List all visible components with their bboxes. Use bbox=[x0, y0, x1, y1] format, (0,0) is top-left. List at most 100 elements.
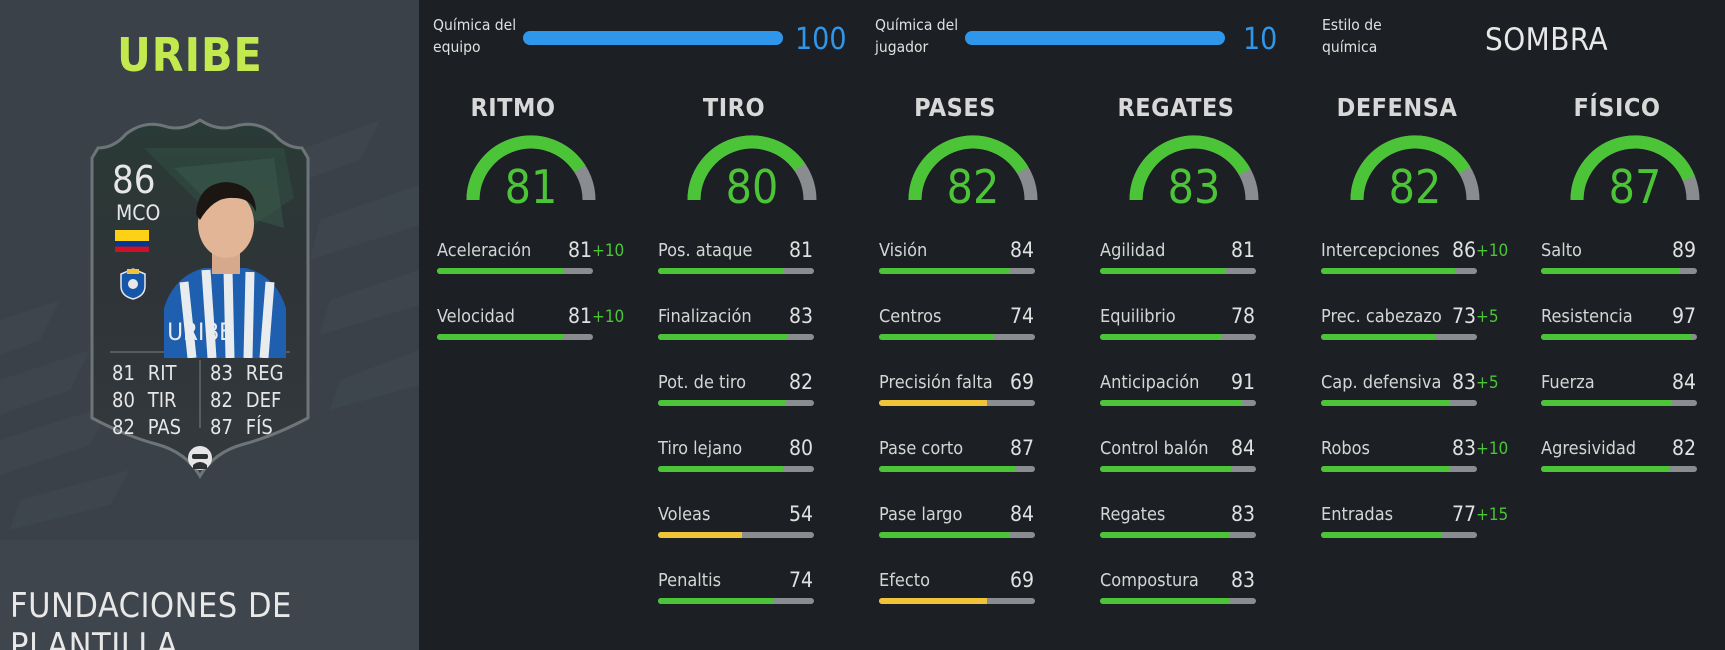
card-program-title: FUNDACIONES DE PLANTILLA bbox=[10, 586, 292, 650]
attribute-bar-fill bbox=[658, 598, 774, 604]
attribute-bar-fill bbox=[437, 334, 564, 340]
attribute-value: 83 bbox=[1452, 436, 1477, 460]
chemistry-style-value[interactable]: SOMBRA bbox=[1485, 22, 1609, 58]
shadow-style-icon bbox=[188, 446, 212, 470]
attribute-value: 69 bbox=[1010, 370, 1035, 394]
attribute-row[interactable]: Control balón 84 bbox=[1100, 436, 1260, 478]
attribute-value: 81 bbox=[789, 238, 814, 262]
attribute-label: Velocidad bbox=[437, 306, 515, 327]
group-gauge: 82 bbox=[903, 130, 1043, 214]
group-title: RITMO bbox=[470, 93, 556, 122]
attribute-row[interactable]: Penaltis 74 bbox=[658, 568, 818, 610]
attribute-row[interactable]: Agresividad 82 bbox=[1541, 436, 1701, 478]
attribute-bar-fill bbox=[1100, 334, 1222, 340]
attribute-row[interactable]: Voleas 54 bbox=[658, 502, 818, 544]
attribute-bar-fill bbox=[1100, 268, 1227, 274]
attribute-value: 83 bbox=[1452, 370, 1477, 394]
attribute-row[interactable]: Finalización 83 bbox=[658, 304, 818, 346]
attribute-label: Efecto bbox=[879, 570, 931, 591]
attribute-value: 73 bbox=[1452, 304, 1477, 328]
group-value: 81 bbox=[504, 160, 558, 214]
player-name: URIBE bbox=[117, 28, 263, 82]
attribute-bar bbox=[1321, 466, 1477, 472]
attribute-label: Intercepciones bbox=[1321, 240, 1440, 261]
attribute-bar bbox=[879, 268, 1035, 274]
chemistry-bonus: +5 bbox=[1476, 307, 1499, 327]
attribute-row[interactable]: Pot. de tiro 82 bbox=[658, 370, 818, 412]
attribute-bar bbox=[1321, 532, 1477, 538]
attribute-row[interactable]: Tiro lejano 80 bbox=[658, 436, 818, 478]
card-stat: 80 TIR bbox=[112, 388, 177, 412]
attribute-bar-fill bbox=[879, 598, 987, 604]
attribute-bar bbox=[658, 268, 814, 274]
attribute-bar-fill bbox=[1541, 466, 1669, 472]
player-card[interactable]: 86 MCO URIBE 81 RIT 80 TIR 82 PAS 83 REG… bbox=[84, 118, 316, 480]
attribute-label: Visión bbox=[879, 240, 928, 261]
attribute-row[interactable]: Pase corto 87 bbox=[879, 436, 1039, 478]
attribute-row[interactable]: Resistencia 97 bbox=[1541, 304, 1701, 346]
attribute-bar-fill bbox=[1100, 466, 1232, 472]
attribute-row[interactable]: Visión 84 bbox=[879, 238, 1039, 280]
attribute-row[interactable]: Cap. defensiva 83 +5 bbox=[1321, 370, 1499, 412]
attribute-row[interactable]: Anticipación 91 bbox=[1100, 370, 1260, 412]
attribute-row[interactable]: Efecto 69 bbox=[879, 568, 1039, 610]
attribute-row[interactable]: Regates 83 bbox=[1100, 502, 1260, 544]
attribute-row[interactable]: Pos. ataque 81 bbox=[658, 238, 818, 280]
attribute-row[interactable]: Compostura 83 bbox=[1100, 568, 1260, 610]
attribute-value: 80 bbox=[789, 436, 814, 460]
attribute-row[interactable]: Intercepciones 86 +10 bbox=[1321, 238, 1508, 280]
attribute-bar bbox=[1100, 466, 1256, 472]
chemistry-style-label: Estilo de química bbox=[1322, 16, 1382, 56]
attribute-label: Pase corto bbox=[879, 438, 964, 459]
attribute-value: 81 bbox=[568, 304, 593, 328]
attribute-row[interactable]: Fuerza 84 bbox=[1541, 370, 1701, 412]
chemistry-bonus: +10 bbox=[1476, 241, 1509, 261]
player-panel: URIBE 86 MCO bbox=[0, 0, 419, 650]
attribute-label: Resistencia bbox=[1541, 306, 1633, 327]
colombia-flag-icon bbox=[115, 230, 149, 252]
attribute-label: Pot. de tiro bbox=[658, 372, 747, 393]
attribute-label: Cap. defensiva bbox=[1321, 372, 1442, 393]
attribute-value: 83 bbox=[789, 304, 814, 328]
attribute-value: 81 bbox=[568, 238, 593, 262]
attribute-row[interactable]: Pase largo 84 bbox=[879, 502, 1039, 544]
attribute-row[interactable]: Precisión falta 69 bbox=[879, 370, 1039, 412]
attribute-value: 82 bbox=[1672, 436, 1697, 460]
attribute-row[interactable]: Equilibrio 78 bbox=[1100, 304, 1260, 346]
attribute-value: 81 bbox=[1231, 238, 1256, 262]
attribute-bar-fill bbox=[879, 400, 987, 406]
attribute-row[interactable]: Agilidad 81 bbox=[1100, 238, 1260, 280]
attribute-label: Regates bbox=[1100, 504, 1166, 525]
attribute-row[interactable]: Salto 89 bbox=[1541, 238, 1701, 280]
chemistry-bonus: +15 bbox=[1476, 505, 1509, 525]
team-chemistry-bar bbox=[523, 31, 783, 45]
attribute-bar bbox=[879, 400, 1035, 406]
attribute-label: Agresividad bbox=[1541, 438, 1637, 459]
attribute-bar-fill bbox=[1321, 268, 1456, 274]
group-value: 83 bbox=[1167, 160, 1221, 214]
attribute-row[interactable]: Prec. cabezazo 73 +5 bbox=[1321, 304, 1499, 346]
attribute-bar-fill bbox=[658, 334, 788, 340]
attribute-row[interactable]: Aceleración 81 +10 bbox=[437, 238, 624, 280]
attribute-bar bbox=[1100, 400, 1256, 406]
team-chemistry-label: Química del equipo bbox=[433, 16, 517, 56]
attribute-row[interactable]: Velocidad 81 +10 bbox=[437, 304, 624, 346]
attribute-value: 84 bbox=[1010, 238, 1035, 262]
attribute-bar bbox=[879, 466, 1035, 472]
attribute-bar bbox=[1541, 334, 1697, 340]
attribute-value: 54 bbox=[789, 502, 814, 526]
attribute-row[interactable]: Robos 83 +10 bbox=[1321, 436, 1508, 478]
player-chemistry-value: 10 bbox=[1243, 22, 1278, 57]
attribute-row[interactable]: Entradas 77 +15 bbox=[1321, 502, 1508, 544]
attribute-row[interactable]: Centros 74 bbox=[879, 304, 1039, 346]
attribute-bar bbox=[658, 400, 814, 406]
card-stat: 83 REG bbox=[210, 361, 284, 385]
attribute-bar-fill bbox=[1100, 532, 1230, 538]
attribute-label: Aceleración bbox=[437, 240, 532, 261]
attribute-bar bbox=[1100, 532, 1256, 538]
card-position: MCO bbox=[116, 201, 161, 225]
attribute-label: Penaltis bbox=[658, 570, 722, 591]
background-pattern bbox=[0, 120, 419, 650]
club-crest-icon bbox=[120, 268, 146, 300]
chemistry-bonus: +10 bbox=[1476, 439, 1509, 459]
